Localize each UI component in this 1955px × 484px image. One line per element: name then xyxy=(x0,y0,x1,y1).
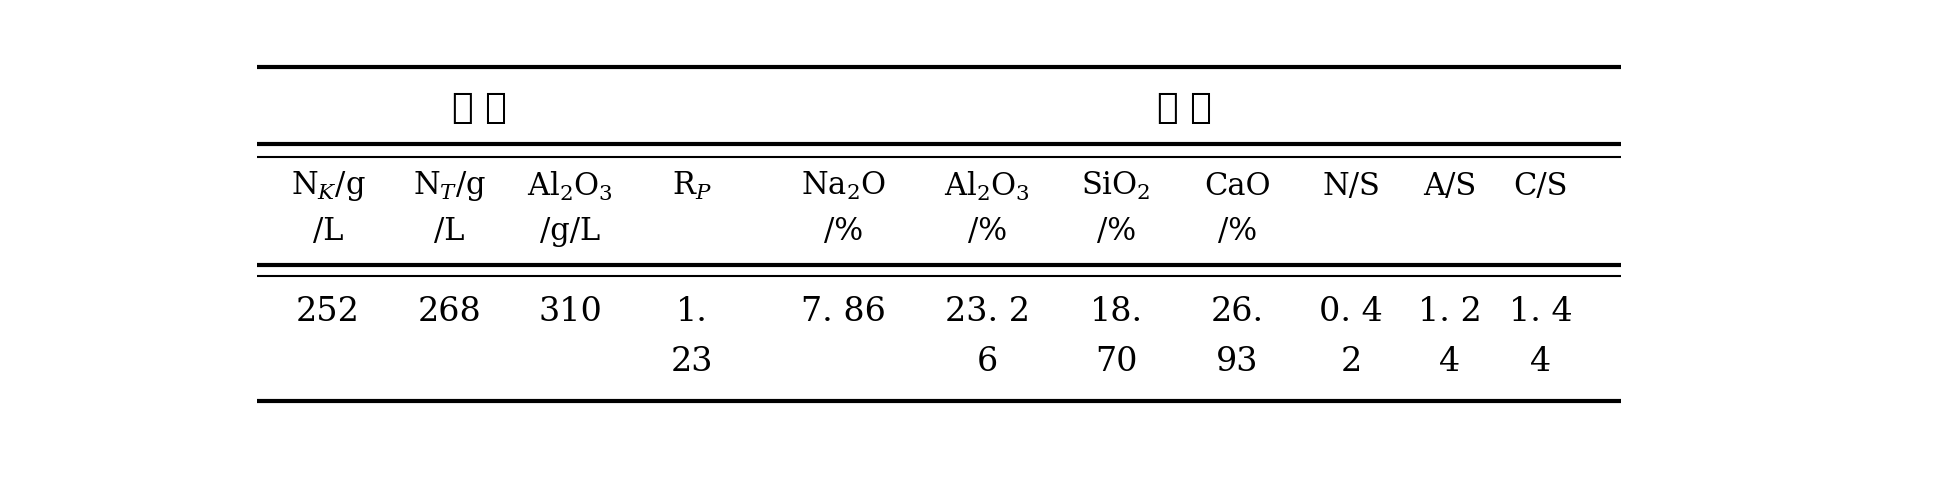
Text: 1. 4: 1. 4 xyxy=(1507,296,1572,328)
Text: 252: 252 xyxy=(295,296,360,328)
Text: 液 相: 液 相 xyxy=(452,91,506,125)
Text: /L: /L xyxy=(313,215,342,246)
Text: 2: 2 xyxy=(1339,345,1361,377)
Text: Na$_2$O: Na$_2$O xyxy=(800,170,886,202)
Text: 7. 86: 7. 86 xyxy=(800,296,886,328)
Text: /g/L: /g/L xyxy=(540,215,600,246)
Text: 4: 4 xyxy=(1439,345,1460,377)
Text: R$_P$: R$_P$ xyxy=(671,170,712,202)
Text: 18.: 18. xyxy=(1089,296,1142,328)
Text: 固 相: 固 相 xyxy=(1157,91,1210,125)
Text: /%: /% xyxy=(968,215,1007,246)
Text: A/S: A/S xyxy=(1423,170,1476,201)
Text: 1.: 1. xyxy=(674,296,708,328)
Text: Al$_2$O$_3$: Al$_2$O$_3$ xyxy=(944,169,1030,202)
Text: /%: /% xyxy=(823,215,862,246)
Text: /L: /L xyxy=(434,215,463,246)
Text: 4: 4 xyxy=(1529,345,1550,377)
Text: /%: /% xyxy=(1218,215,1257,246)
Text: 26.: 26. xyxy=(1210,296,1263,328)
Text: Al$_2$O$_3$: Al$_2$O$_3$ xyxy=(528,169,614,202)
Text: 23. 2: 23. 2 xyxy=(944,296,1028,328)
Text: N$_K$/g: N$_K$/g xyxy=(291,169,366,203)
Text: 23: 23 xyxy=(671,345,712,377)
Text: SiO$_2$: SiO$_2$ xyxy=(1081,170,1150,202)
Text: 93: 93 xyxy=(1216,345,1257,377)
Text: 1. 2: 1. 2 xyxy=(1417,296,1480,328)
Text: 70: 70 xyxy=(1095,345,1136,377)
Text: 6: 6 xyxy=(976,345,997,377)
Text: N/S: N/S xyxy=(1322,170,1380,201)
Text: N$_T$/g: N$_T$/g xyxy=(413,169,485,203)
Text: 0. 4: 0. 4 xyxy=(1318,296,1382,328)
Text: /%: /% xyxy=(1097,215,1136,246)
Text: C/S: C/S xyxy=(1513,170,1568,201)
Text: CaO: CaO xyxy=(1204,170,1271,201)
Text: 268: 268 xyxy=(416,296,481,328)
Text: 310: 310 xyxy=(538,296,602,328)
